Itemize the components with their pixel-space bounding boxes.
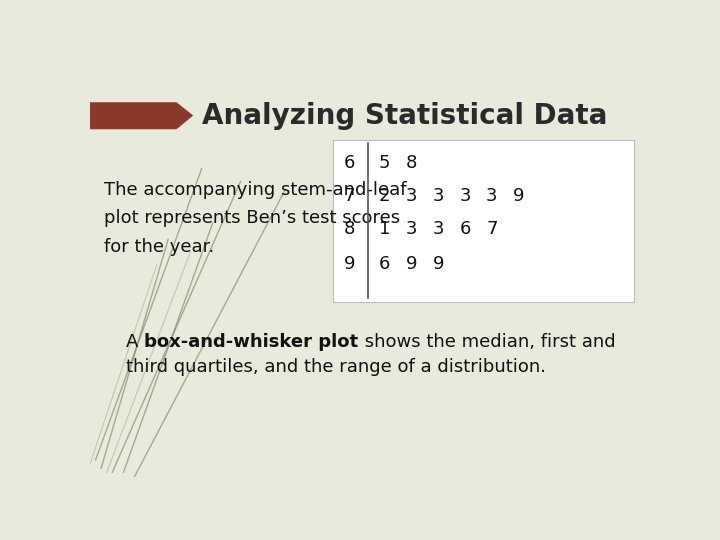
Text: 9: 9 — [433, 255, 444, 273]
Text: 2: 2 — [379, 187, 390, 205]
Text: 5: 5 — [379, 153, 390, 172]
Text: 3: 3 — [459, 187, 471, 205]
Text: plot represents Ben’s test scores: plot represents Ben’s test scores — [104, 210, 400, 227]
Text: 3: 3 — [433, 220, 444, 238]
Text: A: A — [126, 333, 145, 351]
Text: box-and-whisker plot: box-and-whisker plot — [145, 333, 359, 351]
Text: 7: 7 — [343, 187, 355, 205]
Text: 9: 9 — [343, 255, 355, 273]
Text: 6: 6 — [343, 153, 355, 172]
Text: 9: 9 — [513, 187, 524, 205]
Text: 6: 6 — [379, 255, 390, 273]
Text: shows the median, first and: shows the median, first and — [359, 333, 615, 351]
Text: 7: 7 — [486, 220, 498, 238]
Text: 6: 6 — [459, 220, 471, 238]
Text: 3: 3 — [405, 220, 417, 238]
Text: 3: 3 — [433, 187, 444, 205]
Text: 3: 3 — [486, 187, 498, 205]
Text: 9: 9 — [405, 255, 417, 273]
Polygon shape — [90, 102, 193, 129]
Text: 1: 1 — [379, 220, 390, 238]
Text: for the year.: for the year. — [104, 238, 215, 256]
Text: 3: 3 — [405, 187, 417, 205]
Text: The accompanying stem-and-leaf: The accompanying stem-and-leaf — [104, 181, 407, 199]
Text: Analyzing Statistical Data: Analyzing Statistical Data — [202, 102, 607, 130]
Text: 8: 8 — [343, 220, 355, 238]
Text: 8: 8 — [406, 153, 417, 172]
FancyBboxPatch shape — [333, 140, 634, 302]
Text: third quartiles, and the range of a distribution.: third quartiles, and the range of a dist… — [126, 358, 546, 376]
